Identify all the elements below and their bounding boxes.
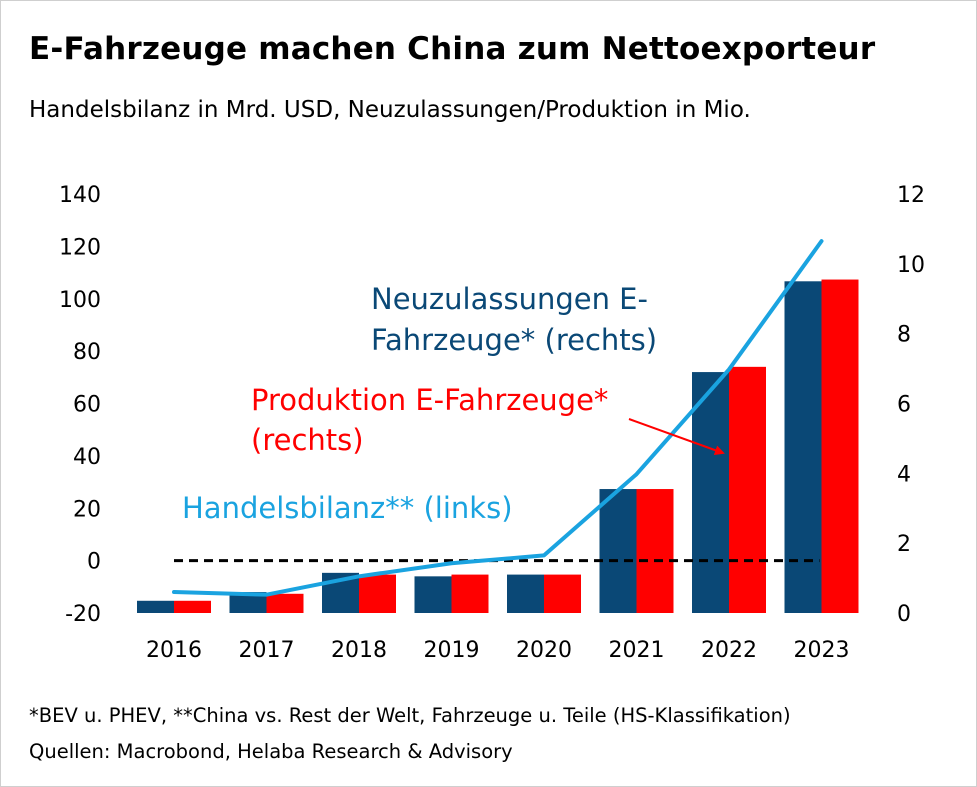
right-axis-tick-label: 0 bbox=[897, 602, 911, 627]
left-axis-tick-label: 80 bbox=[73, 340, 101, 365]
bar-neuzulassungen-2023 bbox=[784, 281, 822, 613]
right-axis-tick-label: 8 bbox=[897, 323, 911, 348]
footnote-definitions: *BEV u. PHEV, **China vs. Rest der Welt,… bbox=[29, 704, 791, 727]
bar-neuzulassungen-2021 bbox=[599, 489, 637, 613]
left-axis-tick-label: 40 bbox=[73, 445, 101, 470]
right-axis-tick-label: 6 bbox=[897, 393, 911, 418]
left-axis-tick-label: 140 bbox=[59, 183, 101, 208]
x-axis-tick-label: 2021 bbox=[609, 638, 665, 663]
footnote-sources: Quellen: Macrobond, Helaba Research & Ad… bbox=[29, 740, 513, 763]
x-axis-tick-label: 2016 bbox=[146, 638, 202, 663]
x-axis-tick-label: 2023 bbox=[794, 638, 850, 663]
left-axis-tick-label: 120 bbox=[59, 235, 101, 260]
right-axis-tick-label: 2 bbox=[897, 532, 911, 557]
annotation-layer: Neuzulassungen E- Fahrzeuge* (rechts) Prod… bbox=[182, 282, 725, 525]
bar-produktion-2020 bbox=[544, 574, 581, 613]
bar-produktion-2019 bbox=[451, 574, 489, 613]
axis-layer: -20 0 20 40 60 80 100 120 140 0 2 4 6 8 10 12 2016 2017 20… bbox=[59, 183, 925, 663]
chart-title: E-Fahrzeuge machen China zum Nettoexport… bbox=[29, 31, 876, 67]
x-axis-tick-label: 2019 bbox=[424, 638, 480, 663]
left-axis-tick-label: 60 bbox=[73, 393, 101, 418]
bar-produktion-2018 bbox=[359, 574, 396, 613]
bar-neuzulassungen-2017 bbox=[229, 592, 267, 613]
bar-produktion-2016 bbox=[174, 600, 211, 613]
line-handelsbilanz bbox=[172, 239, 824, 597]
arrow-produktion bbox=[628, 418, 725, 455]
bar-produktion-2021 bbox=[636, 489, 674, 613]
x-axis-tick-label: 2017 bbox=[239, 638, 295, 663]
label-neuzulassungen: Fahrzeuge* (rechts) bbox=[371, 323, 657, 357]
bar-produktion-2017 bbox=[266, 593, 304, 613]
bar-neuzulassungen-2019 bbox=[414, 576, 452, 613]
bar-produktion-2022 bbox=[729, 366, 766, 613]
label-handelsbilanz: Handelsbilanz** (links) bbox=[182, 491, 513, 525]
x-axis-tick-label: 2018 bbox=[331, 638, 387, 663]
bar-produktion-2023 bbox=[821, 279, 859, 613]
line-layer bbox=[172, 239, 824, 597]
bar-neuzulassungen-2020 bbox=[507, 574, 544, 613]
label-neuzulassungen: Neuzulassungen E- bbox=[371, 282, 648, 316]
left-axis-tick-label: 100 bbox=[59, 288, 101, 313]
bar-neuzulassungen-2016 bbox=[137, 600, 174, 613]
chart-subtitle: Handelsbilanz in Mrd. USD, Neuzulassunge… bbox=[29, 97, 751, 123]
right-axis-tick-label: 4 bbox=[897, 462, 911, 487]
left-axis-tick-label: -20 bbox=[65, 602, 101, 627]
label-produktion: Produktion E-Fahrzeuge* bbox=[251, 383, 608, 417]
label-produktion: (rechts) bbox=[251, 423, 364, 457]
x-axis-tick-label: 2022 bbox=[701, 638, 757, 663]
left-axis-tick-label: 20 bbox=[73, 497, 101, 522]
bar-neuzulassungen-2022 bbox=[692, 372, 729, 613]
right-axis-tick-label: 10 bbox=[897, 253, 925, 278]
left-axis-tick-label: 0 bbox=[87, 550, 101, 575]
x-axis-tick-label: 2020 bbox=[516, 638, 572, 663]
right-axis-tick-label: 12 bbox=[897, 183, 925, 208]
